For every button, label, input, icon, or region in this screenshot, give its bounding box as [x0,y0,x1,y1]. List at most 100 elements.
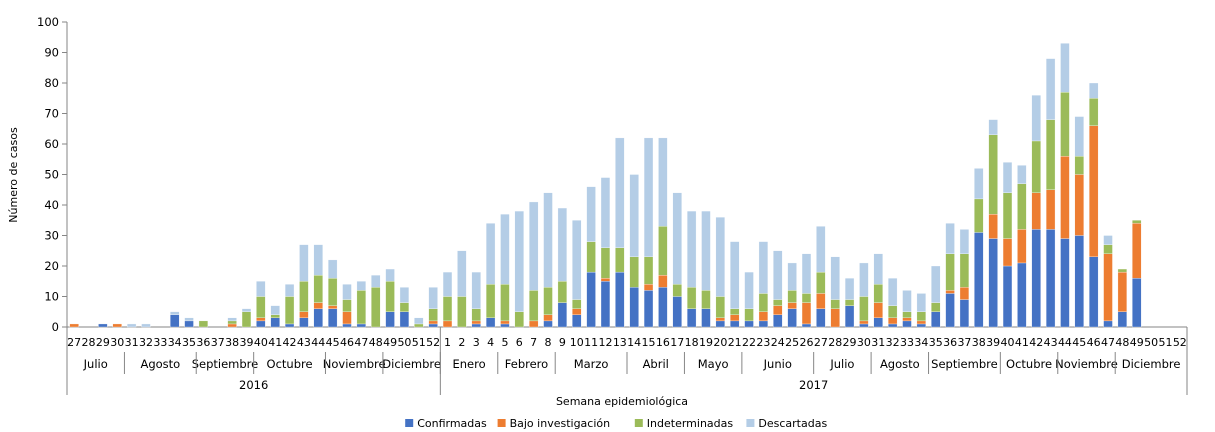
week-label: 48 [369,336,383,349]
week-label: 37 [957,336,971,349]
bar-segment [414,323,424,328]
bar-segment [916,311,926,322]
week-label: 28 [82,336,96,349]
bar-segment [902,317,912,322]
legend-label: Descartadas [758,417,827,430]
week-label: 8 [545,336,552,349]
bar-segment [572,308,582,315]
month-label: Marzo [574,357,609,371]
bar-segment [758,241,769,294]
week-label: 38 [225,336,239,349]
bar-segment [787,290,797,303]
bar-segment [500,213,510,285]
bar-segment [888,317,898,325]
bar-segment [1017,183,1027,230]
y-tick-label: 90 [44,46,59,60]
bar-segment [356,323,366,328]
bar-segment [873,302,883,319]
month-label: Agosto [880,357,920,371]
x-axis-labels-group: 27 28 29 30 31 32 33 34 35 36 37 38 39 40 41 42 43 44 45 46… [66,327,1188,395]
bar-segment [988,119,998,135]
bar-segment [931,311,941,328]
bar-segment [342,299,352,312]
legend-swatch [634,419,643,427]
week-label: 49 [1130,336,1144,349]
bar-segment [471,271,481,309]
week-label: 31 [871,336,885,349]
bar-segment [299,281,309,312]
bar-segment [1017,229,1027,264]
bar-segment [184,317,194,322]
week-label: 39 [239,336,253,349]
bar-segment [284,296,295,325]
bar-segment [313,244,323,276]
bar-segment [485,317,496,328]
bar-segment [256,317,266,322]
bar-segment [658,274,668,288]
week-label: 45 [326,336,340,349]
week-label: 6 [516,336,523,349]
month-label: Noviembre [323,357,386,371]
week-label: 26 [799,336,813,349]
bar-segment [342,284,352,300]
week-label: 32 [886,336,900,349]
month-label: Julio [829,357,854,371]
week-label: 24 [771,336,785,349]
bar-segment [572,314,582,328]
bar-segment [730,308,740,315]
bar-segment [615,271,625,328]
week-label: 42 [283,336,297,349]
bar-segment [600,247,611,279]
bar-segment [112,323,122,328]
week-label: 25 [785,336,799,349]
month-label: Octubre [1006,357,1052,371]
bar-segment [701,290,711,309]
bar-segment [586,271,596,328]
bar-segment [687,308,697,328]
week-label: 29 [96,336,110,349]
bar-segment [629,174,639,257]
bar-segment [543,314,553,322]
bar-segment [801,293,812,303]
bar-segment [442,271,453,297]
bar-segment [974,198,984,233]
bar-segment [1074,235,1084,328]
bar-segment [730,314,740,322]
bar-segment [931,302,941,312]
month-label: Octubre [267,357,313,371]
bar-segment [959,253,970,288]
week-label: 50 [397,336,411,349]
week-label: 36 [943,336,957,349]
week-label: 12 [598,336,612,349]
bar-segment [773,305,783,315]
bar-segment [529,290,539,322]
bar-segment [1117,311,1127,328]
bar-segment [672,192,682,285]
week-label: 38 [972,336,986,349]
bar-segment [830,299,840,309]
week-label: 39 [986,336,1000,349]
week-label: 33 [900,336,914,349]
bar-segment [184,320,194,328]
bar-segment [529,201,539,291]
bar-segment [170,314,180,328]
week-label: 41 [1015,336,1029,349]
bar-segment [500,284,510,322]
bar-segment [687,210,697,288]
bar-segment [543,192,553,288]
week-label: 22 [742,336,756,349]
bar-segment [471,320,481,325]
bar-segment [385,268,395,282]
bar-segment [629,256,639,288]
bar-segment [643,137,654,257]
bar-segment [658,226,668,276]
y-tick-label: 50 [44,168,59,182]
bar-segment [844,278,855,300]
bar-segment [801,253,812,294]
bar-segment [773,314,783,328]
bar-segment [529,320,539,328]
bar-segment [371,274,381,288]
month-label: Julio [83,357,108,371]
bar-segment [270,317,280,328]
